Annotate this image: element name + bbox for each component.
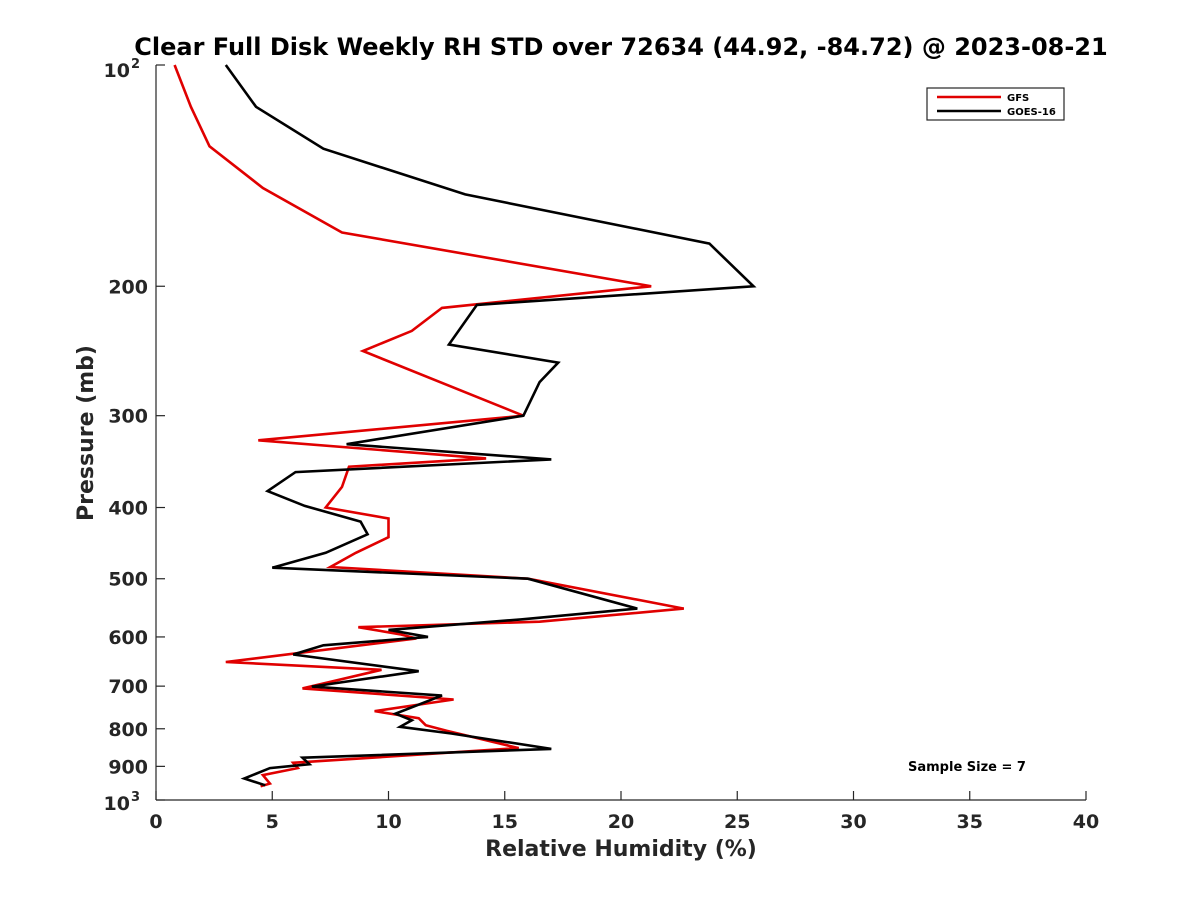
x-tick-label-0: 0 [149,811,162,833]
y-axis-ticks: 200 300 400 500 600 700 800 900 [108,64,165,801]
sample-size-annotation: Sample Size = 7 [908,760,1026,775]
y-tick-label-800: 800 [108,719,148,741]
y-tick-label-700: 700 [108,676,148,698]
legend: GFS GOES-16 [926,87,1065,121]
legend-box [926,87,1065,121]
y-top-exp: 2 [131,57,140,72]
x-tick-label-15: 15 [492,811,518,833]
x-tick-label-30: 30 [840,811,866,833]
chart-title: Clear Full Disk Weekly RH STD over 72634… [134,33,1107,61]
x-tick-label-35: 35 [957,811,983,833]
y-tick-label-900: 900 [108,756,148,778]
y-bottom-exp: 3 [131,790,140,805]
y-tick-label-400: 400 [108,498,148,520]
legend-label-goes16: GOES-16 [1007,107,1056,118]
x-tick-label-20: 20 [608,811,634,833]
y-tick-label-200: 200 [108,276,148,298]
x-tick-label-10: 10 [375,811,401,833]
series-line-goes16 [224,64,757,787]
y-tick-label-600: 600 [108,627,148,649]
x-tick-label-25: 25 [724,811,750,833]
x-tick-label-40: 40 [1073,811,1099,833]
x-axis-ticks: 0 5 10 15 20 25 30 35 40 [149,791,1099,833]
y-bottom-label: 10 3 [104,790,141,815]
y-tick-label-500: 500 [108,569,148,591]
y-top-base: 10 [104,60,130,82]
y-bottom-base: 10 [104,793,130,815]
y-top-label: 10 2 [104,57,141,82]
y-axis-label: Pressure (mb) [74,345,99,521]
legend-label-gfs: GFS [1007,93,1029,104]
series-layer [173,64,757,788]
x-tick-label-5: 5 [266,811,279,833]
x-axis-label: Relative Humidity (%) [485,837,757,862]
y-tick-label-300: 300 [108,406,148,428]
